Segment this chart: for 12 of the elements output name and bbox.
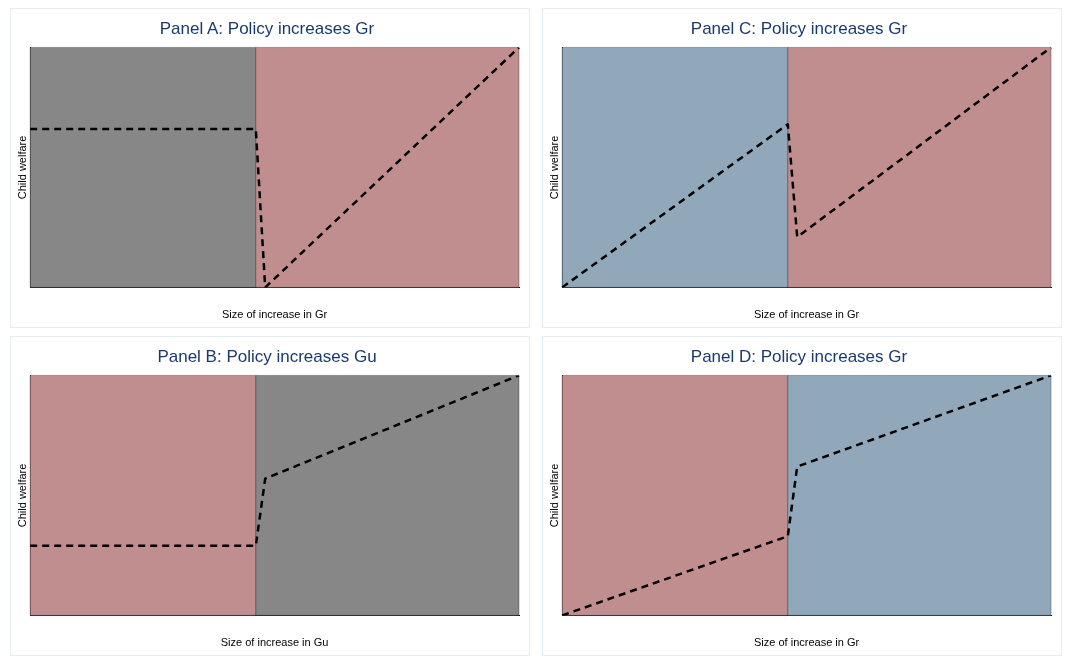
chart-title: Panel C: Policy increases Gr	[690, 18, 908, 38]
chart-title: Panel B: Policy increases Gu	[157, 346, 377, 366]
x-axis-title: Size of increase in Gr	[222, 308, 328, 321]
x-axis-title: Size of increase in Gr	[754, 636, 860, 649]
y-axis-title: Child welfare	[547, 463, 560, 528]
chart-title: Panel D: Policy increases Gr	[690, 346, 908, 366]
y-axis-title: Child welfare	[15, 135, 28, 200]
y-axis-title: Child welfare	[15, 463, 28, 528]
x-axis-title: Size of increase in Gu	[220, 636, 329, 649]
y-axis-title: Child welfare	[547, 135, 560, 200]
chart-title: Panel A: Policy increases Gr	[159, 18, 375, 38]
x-axis-title: Size of increase in Gr	[754, 308, 860, 321]
